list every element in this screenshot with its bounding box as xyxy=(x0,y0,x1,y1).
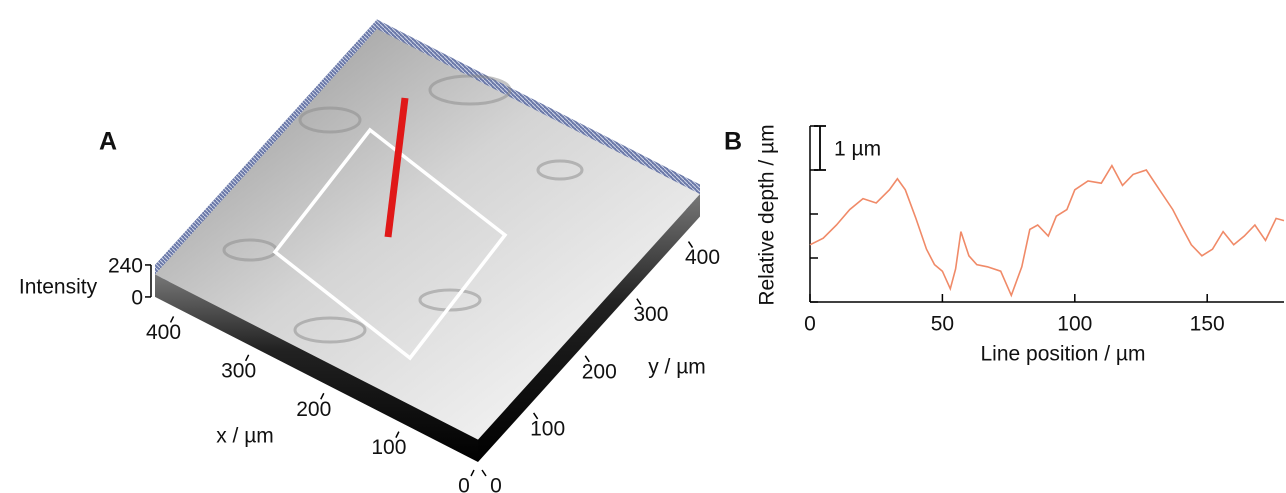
panel-label: A xyxy=(99,128,117,156)
x-tick-label: 0 xyxy=(458,475,470,493)
x-tick-label: 200 xyxy=(296,398,331,421)
panel-label: B xyxy=(724,128,742,156)
x-tick xyxy=(471,470,474,476)
x-tick-label: 400 xyxy=(146,321,181,344)
figure: A Intensity x / µm y / µm B Line positio… xyxy=(0,0,1286,493)
y-tick-label: 400 xyxy=(685,246,720,269)
y-tick-label: 0 xyxy=(490,475,502,493)
scale-bar-label: 1 µm xyxy=(834,138,881,161)
line-series xyxy=(810,166,1284,296)
scale-bar xyxy=(814,126,826,170)
x-tick-label: 100 xyxy=(371,436,406,459)
y-tick xyxy=(482,470,486,476)
z-tick-label: 0 xyxy=(131,286,143,309)
y-axis-label: y / µm xyxy=(648,356,706,379)
x-tick-label: 100 xyxy=(1057,313,1092,336)
x-tick-label: 150 xyxy=(1190,313,1225,336)
surface-plot xyxy=(145,19,700,476)
y-tick-label: 200 xyxy=(582,360,617,383)
x-axis-label: Line position / µm xyxy=(980,343,1145,366)
x-tick-label: 50 xyxy=(931,313,954,336)
y-axis-label: Relative depth / µm xyxy=(756,124,779,305)
x-axis-label: x / µm xyxy=(216,425,274,448)
x-tick-label: 0 xyxy=(804,313,816,336)
y-tick-label: 100 xyxy=(530,417,565,440)
z-axis-label: Intensity xyxy=(19,276,98,299)
z-tick-label: 240 xyxy=(108,254,143,277)
x-tick-label: 300 xyxy=(221,359,256,382)
y-tick-label: 300 xyxy=(633,303,668,326)
